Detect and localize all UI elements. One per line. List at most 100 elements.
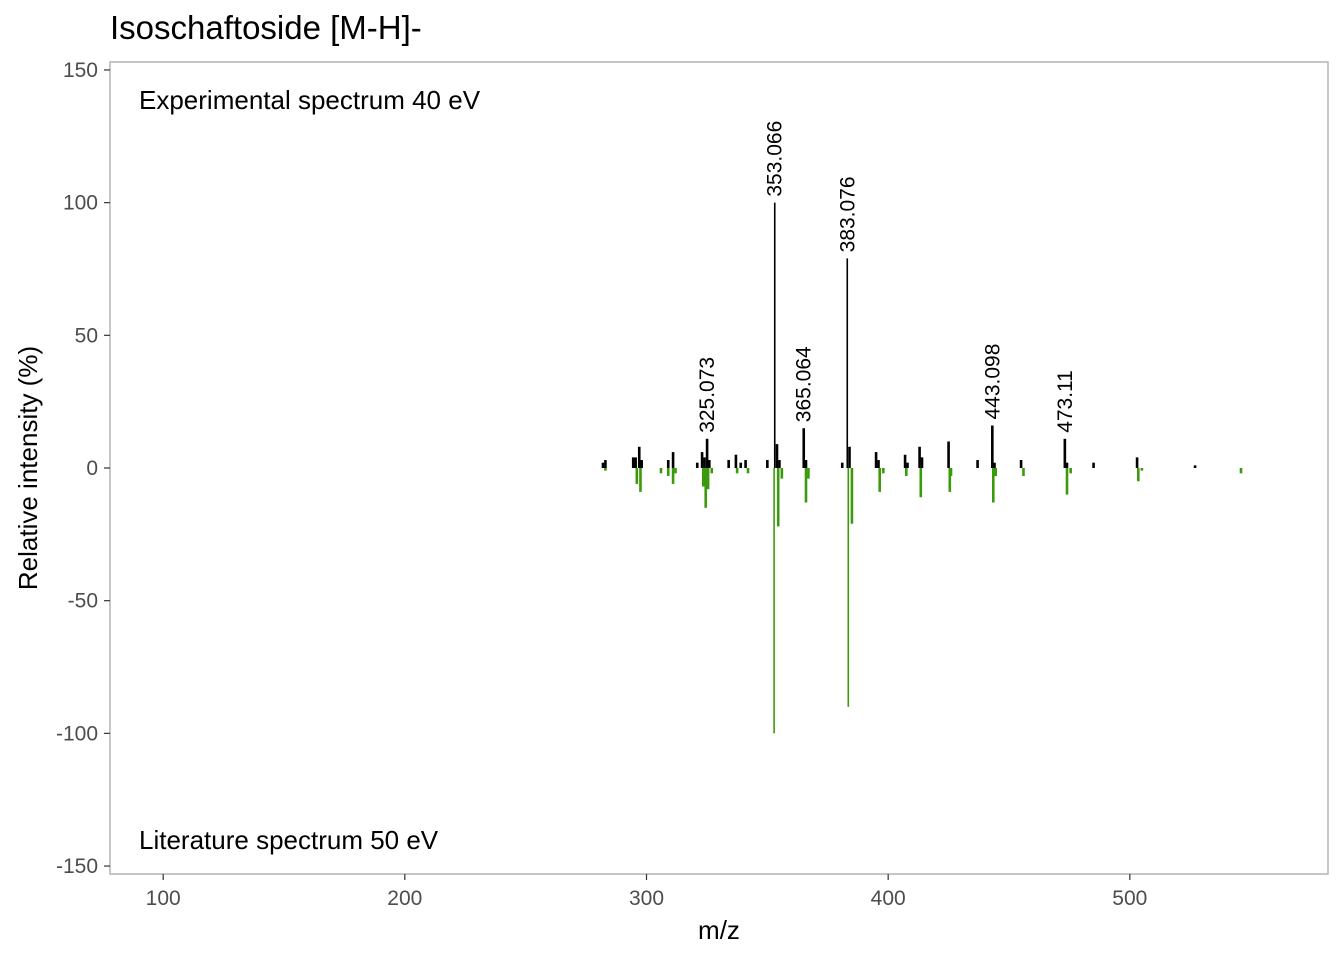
experimental-peak	[1193, 465, 1197, 468]
literature-peak	[847, 468, 850, 707]
peak-labels: 325.073 353.066 365.064 383.076 443.098 473.1…	[696, 121, 1077, 433]
literature-peak	[701, 468, 705, 487]
literature-peak	[776, 468, 780, 527]
experimental-peak	[727, 460, 730, 468]
experimental-peak	[640, 460, 643, 468]
experimental-peak	[903, 454, 907, 468]
experimental-peak	[634, 457, 637, 468]
experimental-peak	[700, 452, 704, 468]
y-axis-label: Relative intensity (%)	[13, 346, 43, 590]
experimental-peak	[1063, 438, 1067, 468]
literature-peak	[671, 468, 675, 484]
y-tick-label: -100	[56, 722, 98, 745]
experimental-peak	[1019, 460, 1023, 468]
experimental-peak	[993, 462, 996, 468]
x-axis-label: m/z	[698, 915, 740, 945]
literature-peak	[807, 468, 810, 479]
literature-peak	[735, 468, 739, 474]
experimental-peak	[766, 460, 769, 468]
peak-label: 353.066	[764, 121, 787, 197]
experimental-peak	[877, 460, 880, 468]
literature-peak	[1065, 468, 1069, 495]
experimental-peak	[920, 457, 924, 468]
annotation-experimental: Experimental spectrum 40 eV	[139, 85, 481, 115]
x-tick-label: 500	[1112, 887, 1147, 910]
literature-peak	[773, 468, 775, 734]
experimental-series	[601, 202, 1197, 469]
literature-peak	[949, 468, 953, 476]
experimental-peak	[773, 202, 776, 469]
literature-peak	[674, 468, 677, 474]
experimental-peak	[947, 441, 950, 468]
plot-frame	[109, 61, 1329, 875]
literature-peak	[780, 468, 784, 479]
literature-peak	[604, 468, 607, 471]
experimental-peak	[918, 446, 921, 468]
experimental-peak	[695, 462, 699, 468]
experimental-peak	[604, 460, 607, 468]
experimental-peak	[1135, 457, 1139, 468]
literature-peak	[882, 468, 885, 474]
literature-peak	[994, 468, 998, 476]
x-tick-label: 100	[146, 887, 181, 910]
literature-peak	[991, 468, 995, 503]
experimental-peak	[631, 457, 635, 468]
literature-peak	[1140, 468, 1144, 471]
peak-label: 473.11	[1054, 370, 1077, 433]
literature-peak	[1022, 468, 1025, 476]
literature-peak	[659, 468, 663, 474]
experimental-peak	[666, 460, 670, 468]
literature-peak	[666, 468, 670, 476]
experimental-peak	[703, 457, 706, 468]
experimental-peak	[1092, 462, 1095, 468]
x-axis: 100 200 300 400 500	[146, 874, 1147, 910]
literature-peak	[1136, 468, 1140, 482]
experimental-peak	[734, 454, 738, 468]
experimental-peak	[846, 258, 849, 468]
y-tick-label: -50	[68, 590, 98, 613]
literature-peak	[635, 468, 639, 484]
x-tick-label: 300	[629, 887, 664, 910]
peak-label: 365.064	[793, 346, 816, 422]
experimental-peak	[991, 425, 994, 468]
literature-peak	[948, 468, 952, 492]
experimental-peak	[804, 460, 808, 468]
experimental-peak	[906, 462, 909, 468]
literature-peak	[746, 468, 750, 474]
literature-peak	[639, 468, 642, 492]
y-tick-label: -150	[56, 855, 98, 878]
literature-peak	[904, 468, 908, 476]
y-tick-label: 50	[75, 324, 98, 347]
y-tick-label: 0	[86, 457, 98, 480]
experimental-peak	[874, 452, 878, 468]
experimental-peak	[708, 460, 711, 468]
experimental-peak	[739, 462, 743, 468]
experimental-peak	[1065, 462, 1069, 468]
experimental-peak	[775, 444, 779, 468]
experimental-peak	[840, 462, 844, 468]
experimental-peak	[705, 438, 709, 468]
literature-peak	[710, 468, 714, 474]
peak-label: 325.073	[696, 357, 719, 433]
literature-peak	[804, 468, 808, 503]
literature-peak	[704, 468, 708, 508]
experimental-peak	[601, 462, 605, 468]
y-axis: 150 100 50 0 -50 -100 -150	[56, 59, 110, 878]
peak-label: 443.098	[981, 344, 1004, 420]
chart-title: Isoschaftoside [M-H]-	[110, 9, 422, 46]
experimental-peak	[848, 446, 851, 468]
experimental-peak	[637, 446, 641, 468]
literature-peak	[706, 468, 710, 490]
experimental-peak	[744, 460, 747, 468]
literature-peak	[850, 468, 854, 524]
experimental-peak	[778, 460, 781, 468]
literature-peak	[878, 468, 882, 492]
x-tick-label: 200	[387, 887, 422, 910]
peak-label: 383.076	[836, 176, 859, 252]
literature-peak	[919, 468, 923, 498]
y-tick-label: 100	[63, 192, 98, 215]
experimental-peak	[671, 452, 675, 468]
y-tick-label: 150	[63, 59, 98, 82]
annotation-literature: Literature spectrum 50 eV	[139, 825, 439, 855]
